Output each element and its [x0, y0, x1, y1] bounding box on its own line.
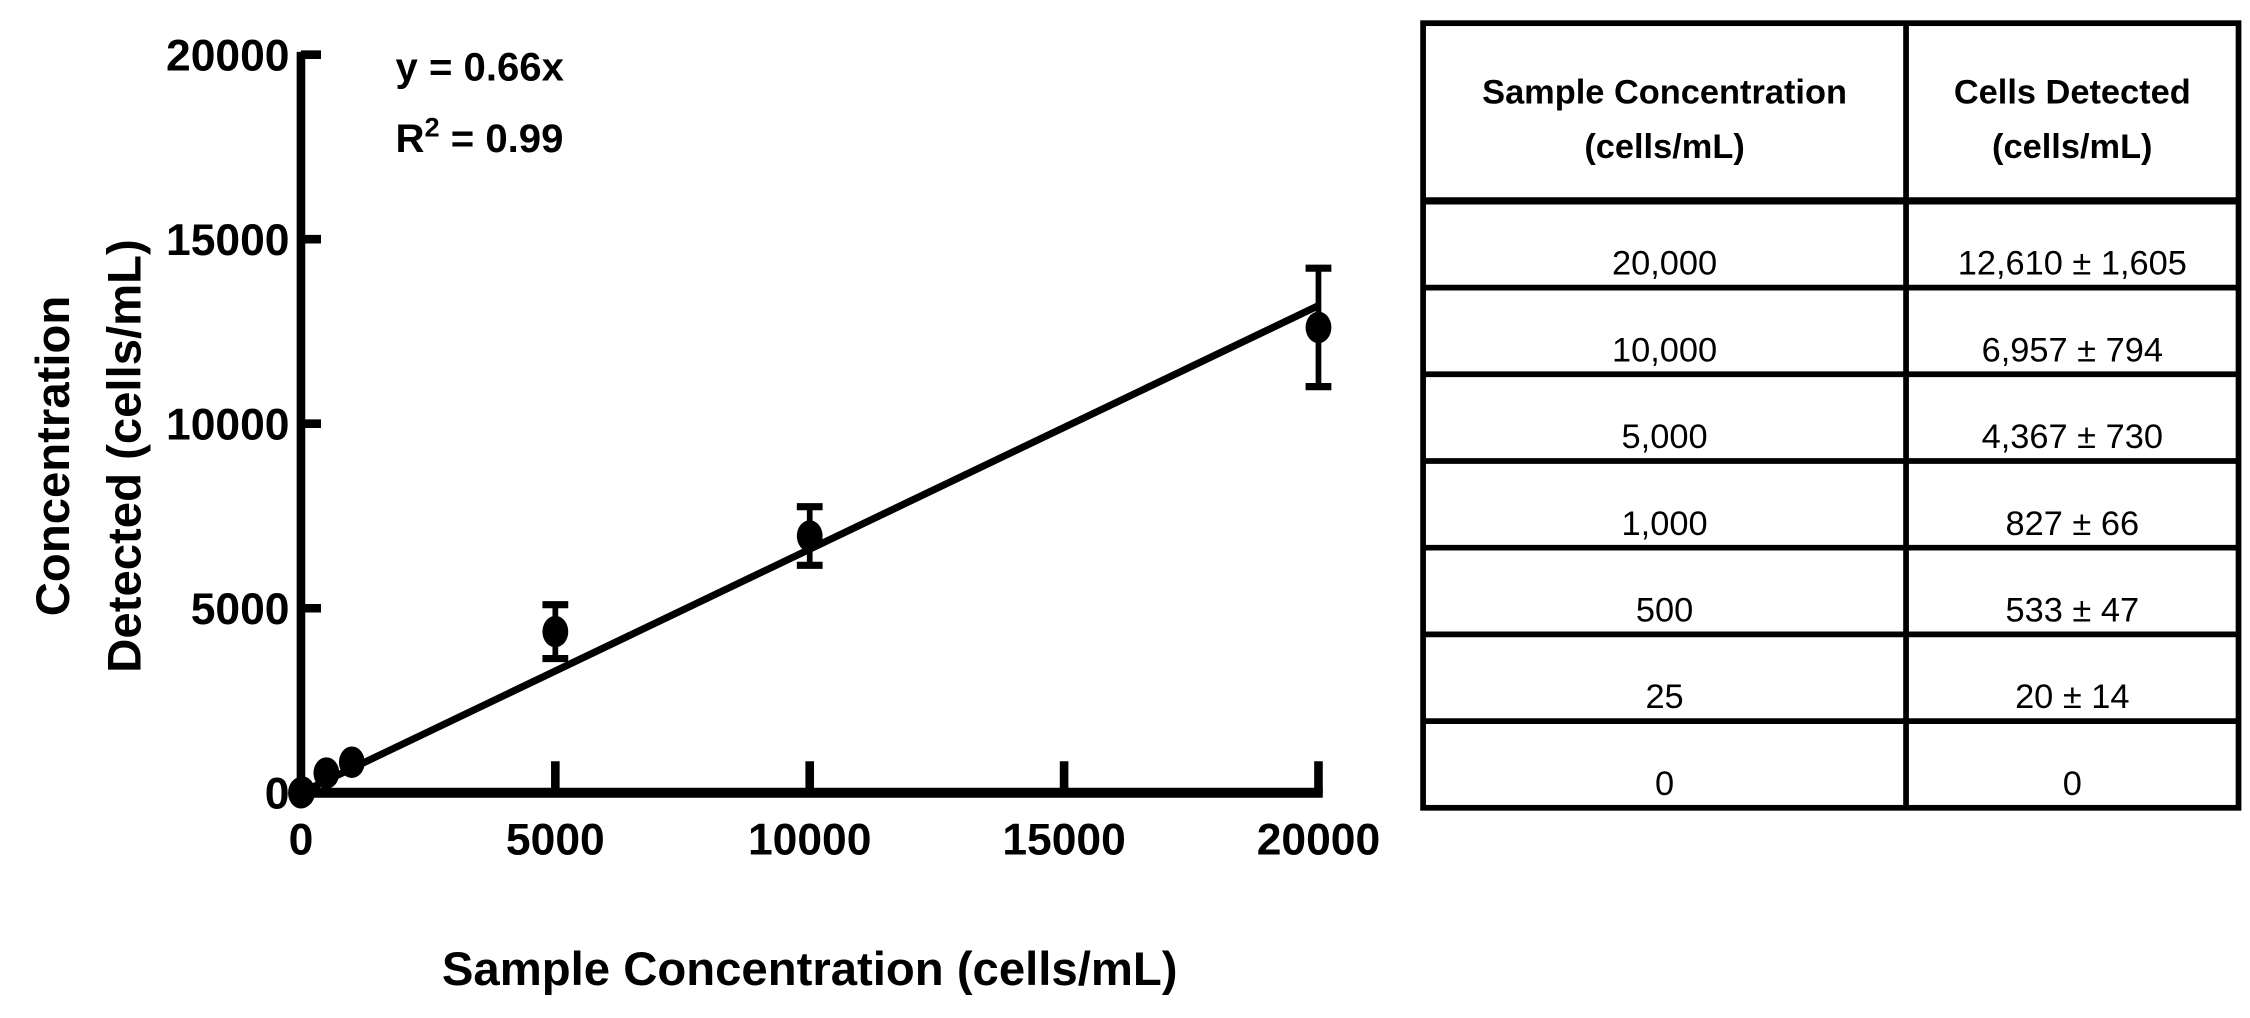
y-axis-label-line-2: Detected (cells/mL) — [98, 239, 151, 673]
r-squared-symbol: R — [396, 116, 425, 161]
x-axis-label: Sample Concentration (cells/mL) — [442, 943, 1178, 996]
sample-concentration-cell: 0 — [1655, 765, 1674, 803]
table-row: 1,000 827 ± 66 — [1423, 458, 2239, 543]
table-row: 500 533 ± 47 — [1423, 544, 2239, 630]
cells-detected-cell: 20 ± 14 — [2015, 678, 2129, 716]
cells-detected-cell: 6,957 ± 794 — [1982, 331, 2163, 369]
x-tick-label: 0 — [289, 815, 314, 864]
sample-concentration-cell: 25 — [1645, 678, 1683, 716]
data-point — [289, 776, 316, 808]
sample-concentration-cell: 500 — [1636, 592, 1693, 630]
calibration-chart: 0 5000 10000 15000 20000 0 5000 10000 15000 20000… — [27, 31, 1380, 995]
x-tick-label: 20000 — [1257, 815, 1380, 864]
table-row: 10,000 6,957 ± 794 — [1423, 284, 2239, 369]
table-header-cell: Sample Concentration (cells/mL) — [1482, 73, 1847, 165]
y-tick-label: 20000 — [166, 31, 289, 80]
sample-concentration-cell: 5,000 — [1622, 418, 1708, 456]
table-row: 20,000 12,610 ± 1,605 — [1612, 245, 2187, 283]
data-point — [542, 615, 569, 648]
header-text: (cells/mL) — [1584, 128, 1744, 166]
y-tick-label: 5000 — [191, 585, 290, 634]
y-tick-label: 10000 — [166, 400, 289, 449]
r-squared-superscript: 2 — [425, 111, 440, 142]
sample-concentration-cell: 1,000 — [1622, 505, 1708, 543]
data-point — [313, 757, 340, 789]
sample-concentration-cell: 20,000 — [1612, 245, 1717, 283]
x-tick-label: 15000 — [1002, 815, 1125, 864]
x-tick-label: 10000 — [748, 815, 871, 864]
data-point — [796, 520, 823, 552]
table-header-cell: Cells Detected (cells/mL) — [1954, 73, 2191, 165]
header-text: Cells Detected — [1954, 73, 2191, 111]
y-axis-label-line-1: Concentration — [27, 296, 80, 616]
header-text: (cells/mL) — [1992, 128, 2152, 166]
y-tick-label: 0 — [265, 770, 290, 819]
data-point — [338, 746, 365, 779]
results-table: Sample Concentration(cells/mL)Cells Dete… — [1420, 20, 2242, 811]
cells-detected-cell: 533 ± 47 — [2006, 592, 2140, 630]
r-squared: R2 = 0.99 — [396, 111, 564, 161]
sample-concentration-cell: 10,000 — [1612, 331, 1717, 369]
table-border — [1420, 20, 2242, 811]
data-point — [1305, 311, 1332, 344]
y-tick-label: 15000 — [166, 216, 289, 265]
y-axis-label: Concentration Detected (cells/mL) — [27, 239, 152, 673]
table-row: 5,000 4,367 ± 730 — [1423, 371, 2239, 456]
cells-detected-cell: 0 — [2063, 765, 2082, 803]
table-row: 25 20 ± 14 — [1423, 631, 2239, 716]
cells-detected-cell: 827 ± 66 — [2006, 505, 2140, 543]
r-squared-value: = 0.99 — [440, 116, 564, 161]
cells-detected-cell: 4,367 ± 730 — [1982, 418, 2163, 456]
fit-equation: y = 0.66x — [396, 44, 565, 89]
header-text: Sample Concentration — [1482, 73, 1847, 111]
x-tick-label: 5000 — [506, 815, 605, 864]
cells-detected-cell: 12,610 ± 1,605 — [1958, 245, 2187, 283]
